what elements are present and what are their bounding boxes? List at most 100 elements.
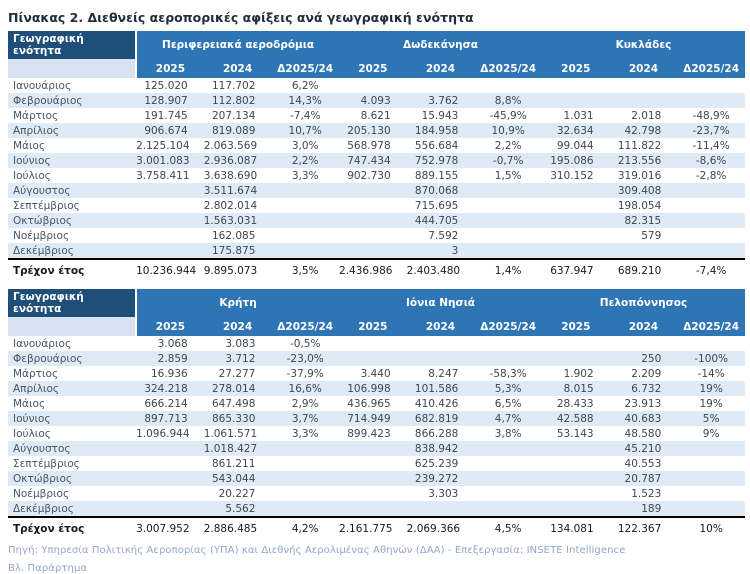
table-cell xyxy=(677,471,745,486)
row-label: Απρίλιος xyxy=(13,124,60,137)
table-header: Γεωγραφική ενότητα Κρήτη Ιόνια Νησιά Πελοπό… xyxy=(8,289,745,336)
table-row: Οκτώβριος 1.563.031 444.705 82.315 xyxy=(8,213,745,228)
table-cell xyxy=(542,228,610,243)
table-cell: 19% xyxy=(699,382,723,395)
column-header: 2024 xyxy=(203,317,272,336)
table-cell xyxy=(271,198,339,213)
row-label: Οκτώβριος xyxy=(13,214,73,227)
table-cell xyxy=(271,501,339,517)
table-cell: 40.553 xyxy=(624,457,662,470)
table-cell: 14,3% xyxy=(288,94,322,107)
table-cell: 195.086 xyxy=(550,154,594,167)
table-cell: 865.330 xyxy=(211,412,256,425)
table-cell xyxy=(271,243,339,259)
row-label: Μάρτιος xyxy=(13,367,59,380)
table-cell: 309.408 xyxy=(617,184,662,197)
table-header: Γεωγραφική ενότητα Περιφερειακά αεροδρόμι… xyxy=(8,31,745,78)
table-cell xyxy=(542,93,610,108)
table-cell: 870.068 xyxy=(414,184,459,197)
total-row: Τρέχον έτος 10.236.944 9.895.073 3,5% 2.436.… xyxy=(8,258,745,279)
row-label: Μάιος xyxy=(13,397,46,410)
table-cell: 42.588 xyxy=(556,412,594,425)
table-cell xyxy=(136,486,204,501)
row-label: Ιούλιος xyxy=(13,427,51,440)
table-cell xyxy=(677,336,745,351)
header-year-row: 2025 2024 Δ2025/24 2025 2024 Δ2025/24 2025 2024… xyxy=(8,59,745,78)
table-cell: 4.093 xyxy=(360,94,391,107)
table-cell: 1.523 xyxy=(631,487,662,500)
table-cell: -11,4% xyxy=(692,139,730,152)
table-cell xyxy=(542,456,610,471)
table-cell: 889.155 xyxy=(414,169,459,182)
table-row: Σεπτέμβριος 861.211 625.239 40.553 xyxy=(8,456,745,471)
table-cell xyxy=(271,456,339,471)
row-label: Ιούνιος xyxy=(13,154,51,167)
table-cell: 2,9% xyxy=(291,397,319,410)
table-cell xyxy=(542,183,610,198)
table-cell xyxy=(136,228,204,243)
table-cell: 8.247 xyxy=(428,367,459,380)
table-cell: 1.096.944 xyxy=(136,427,190,440)
group-header: Ιόνια Νησιά xyxy=(339,289,542,317)
table-cell: 3.440 xyxy=(360,367,391,380)
column-header: Δ2025/24 xyxy=(677,59,745,78)
table-cell xyxy=(474,441,542,456)
appendix-note: Βλ. Παράρτημα xyxy=(8,563,88,574)
table-cell: 250 xyxy=(641,352,662,365)
total-cell: 9.895.073 xyxy=(203,258,272,279)
table-cell xyxy=(339,441,407,456)
table-cell xyxy=(677,93,745,108)
table-cell: 117.702 xyxy=(211,79,256,92)
table-cell xyxy=(610,78,678,93)
table-cell xyxy=(474,78,542,93)
table-cell: 1.018.427 xyxy=(203,442,258,455)
column-header: Δ2025/24 xyxy=(474,59,542,78)
column-header: 2024 xyxy=(406,317,475,336)
table-row: Φεβρουάριος 128.907 112.802 14,3% 4.093 3.762… xyxy=(8,93,745,108)
table-cell: 3,8% xyxy=(494,427,522,440)
table-cell: 897.713 xyxy=(144,412,188,425)
source-note: Πηγή: Υπηρεσία Πολιτικής Αεροπορίας (ΥΠΑ… xyxy=(8,545,626,556)
table-cell: 45.210 xyxy=(624,442,662,455)
table-cell: 40.683 xyxy=(624,412,662,425)
row-label: Αύγουστος xyxy=(13,184,71,197)
table-cell: 175.875 xyxy=(211,244,256,257)
table-row: Ιούνιος 3.001.083 2.936.087 2,2% 747.434 752.… xyxy=(8,153,745,168)
table-cell: 106.998 xyxy=(347,382,391,395)
table-cell: -100% xyxy=(694,352,729,365)
table-cell xyxy=(474,198,542,213)
table-cell: 1.031 xyxy=(563,109,594,122)
table-cell: 3.762 xyxy=(428,94,459,107)
corner-header: Γεωγραφική ενότητα xyxy=(8,31,138,59)
table-cell: 3 xyxy=(451,244,459,257)
table-cell: 19% xyxy=(699,397,723,410)
table-cell xyxy=(474,471,542,486)
table-cell: -48,9% xyxy=(692,109,730,122)
table-row: Μάιος 666.214 647.498 2,9% 436.965 410.426 6,5… xyxy=(8,396,745,411)
table-cell: 8.621 xyxy=(360,109,391,122)
table-cell xyxy=(474,456,542,471)
table-cell xyxy=(339,228,407,243)
table-cell: 8.015 xyxy=(563,382,594,395)
table-cell xyxy=(610,336,678,351)
row-label: Σεπτέμβριος xyxy=(13,457,80,470)
group-header: Κρήτη xyxy=(136,289,340,317)
total-cell: 2.161.775 xyxy=(339,516,407,537)
table-cell: 4,7% xyxy=(494,412,522,425)
table-cell xyxy=(271,228,339,243)
table-cell xyxy=(339,501,407,517)
corner-subheader xyxy=(8,59,138,78)
column-header: Δ2025/24 xyxy=(677,317,745,336)
table-cell: 2.063.569 xyxy=(203,139,258,152)
column-header: 2025 xyxy=(136,59,204,78)
table-body: Ιανουάριος 3.068 3.083 -0,5% Φεβρουάριος 2.85… xyxy=(8,336,745,537)
table-cell: 3.001.083 xyxy=(136,154,190,167)
table-cell: 324.218 xyxy=(144,382,188,395)
table-cell: 861.211 xyxy=(211,457,256,470)
table-cell xyxy=(474,183,542,198)
table-cell xyxy=(677,441,745,456)
table-cell xyxy=(339,78,407,93)
table-cell: 3.511.674 xyxy=(203,184,258,197)
table-cell xyxy=(339,471,407,486)
table-row: Νοέμβριος 162.085 7.592 579 xyxy=(8,228,745,243)
